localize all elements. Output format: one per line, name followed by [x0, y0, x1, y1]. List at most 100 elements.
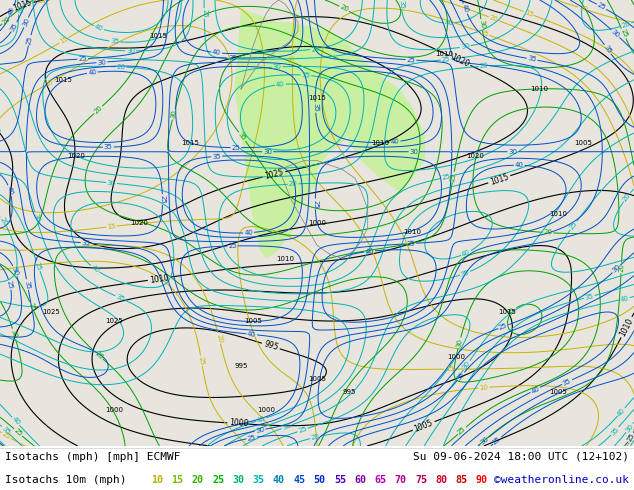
Text: 30: 30 [460, 43, 470, 50]
Text: 20: 20 [37, 0, 46, 4]
Text: 20: 20 [311, 434, 320, 441]
Text: 1010: 1010 [403, 229, 421, 235]
Text: 1015: 1015 [55, 77, 72, 83]
Text: 30: 30 [479, 436, 489, 446]
Text: 35: 35 [527, 55, 537, 63]
Text: 25: 25 [441, 173, 451, 181]
Text: 40: 40 [461, 248, 472, 258]
Text: 1015: 1015 [11, 0, 33, 13]
Text: 25: 25 [27, 301, 36, 312]
Text: 10: 10 [152, 475, 163, 485]
Text: 30: 30 [455, 338, 463, 348]
Text: 90: 90 [476, 475, 488, 485]
Text: 1025: 1025 [105, 318, 123, 324]
Text: 25: 25 [626, 432, 634, 443]
Text: 65: 65 [375, 475, 386, 485]
Text: 25: 25 [569, 220, 578, 231]
Text: 35: 35 [10, 22, 19, 32]
Text: 35: 35 [460, 269, 470, 278]
Text: 995: 995 [234, 363, 248, 368]
Text: 30: 30 [126, 48, 135, 54]
Text: 60: 60 [354, 475, 366, 485]
Text: 35: 35 [228, 55, 237, 61]
Text: 25: 25 [78, 56, 87, 62]
Text: 30: 30 [263, 149, 272, 155]
Text: 1010: 1010 [435, 50, 453, 56]
Text: 1025: 1025 [264, 168, 285, 181]
Text: 40: 40 [515, 162, 524, 169]
Text: 25: 25 [498, 322, 508, 331]
Text: 30: 30 [107, 179, 116, 186]
Text: 30: 30 [233, 475, 244, 485]
Text: 1010: 1010 [372, 140, 389, 146]
Text: 10: 10 [578, 4, 588, 13]
Text: 25: 25 [13, 427, 23, 438]
Text: 15: 15 [445, 366, 454, 372]
Text: 55: 55 [334, 475, 346, 485]
Text: 15: 15 [627, 432, 634, 442]
Text: 40: 40 [89, 264, 100, 274]
Text: 25: 25 [619, 28, 628, 39]
Text: 25: 25 [450, 172, 457, 182]
Text: 30: 30 [170, 109, 178, 120]
Text: 35: 35 [110, 38, 119, 45]
Polygon shape [342, 45, 425, 192]
Text: 50: 50 [314, 475, 325, 485]
Text: 30: 30 [462, 360, 472, 370]
Text: 25: 25 [297, 426, 307, 434]
Text: 20: 20 [1, 15, 11, 25]
Text: 45: 45 [294, 475, 305, 485]
Text: 25: 25 [198, 356, 205, 366]
Text: 35: 35 [81, 240, 91, 246]
Text: 40: 40 [461, 3, 470, 14]
Text: 20: 20 [288, 181, 298, 187]
Text: 1005: 1005 [308, 376, 326, 382]
Text: 1015: 1015 [150, 33, 167, 39]
Polygon shape [235, 9, 368, 259]
Text: 20: 20 [311, 45, 320, 52]
Text: 1010: 1010 [549, 211, 567, 217]
Text: 35: 35 [253, 475, 264, 485]
Text: 15: 15 [58, 35, 69, 45]
Text: 30: 30 [10, 329, 18, 339]
Text: 1005: 1005 [245, 318, 262, 324]
Text: 40: 40 [530, 385, 541, 394]
Text: 1010: 1010 [618, 317, 634, 338]
Text: 25: 25 [26, 35, 34, 45]
Text: 25: 25 [479, 29, 489, 38]
Text: 25: 25 [201, 9, 207, 18]
Text: 15: 15 [107, 223, 116, 230]
Text: 20: 20 [618, 263, 624, 272]
Text: 1005: 1005 [549, 390, 567, 395]
Text: 1010: 1010 [276, 256, 294, 262]
Text: 35: 35 [602, 44, 612, 55]
Text: 20: 20 [117, 64, 126, 70]
Text: 35: 35 [562, 377, 573, 387]
Text: 40: 40 [94, 24, 104, 32]
Text: 30: 30 [410, 149, 418, 155]
Text: 1010: 1010 [149, 273, 169, 285]
Text: 20: 20 [192, 475, 204, 485]
Text: 30: 30 [32, 212, 41, 222]
Text: 30: 30 [11, 266, 20, 276]
Text: 1010: 1010 [530, 86, 548, 92]
Text: 40: 40 [247, 331, 256, 338]
Text: 35: 35 [115, 294, 126, 302]
Text: 40: 40 [365, 248, 374, 255]
Text: 40: 40 [8, 6, 16, 17]
Text: 20: 20 [543, 229, 553, 236]
Text: 1005: 1005 [574, 140, 592, 146]
Text: 20: 20 [489, 14, 499, 23]
Text: 1025: 1025 [42, 309, 60, 315]
Text: 40: 40 [87, 69, 97, 76]
Text: 40: 40 [391, 138, 400, 145]
Text: 35: 35 [406, 240, 416, 247]
Text: 1015: 1015 [308, 95, 326, 101]
Text: 25: 25 [231, 145, 240, 150]
Text: 40: 40 [256, 415, 266, 424]
Text: 30: 30 [478, 20, 485, 29]
Text: 35: 35 [212, 153, 221, 160]
Text: 85: 85 [456, 475, 467, 485]
Text: 1000: 1000 [257, 407, 275, 413]
Text: 1015: 1015 [489, 172, 510, 187]
